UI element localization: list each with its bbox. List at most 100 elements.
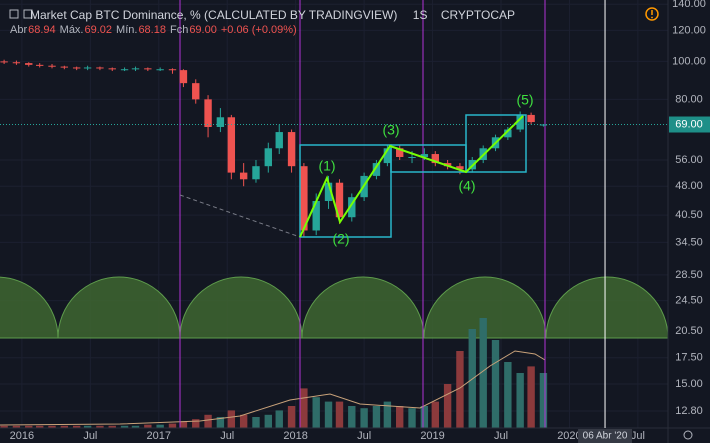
wave-labels: (1) (2) (3) (4) (5)	[318, 92, 533, 247]
cycle-arches	[0, 276, 669, 339]
volume-bar	[324, 401, 333, 428]
volume-bar	[275, 410, 283, 428]
header-title-row: Market Cap BTC Dominance, % (CALCULATED …	[10, 8, 519, 22]
expand-icon[interactable]	[9, 9, 19, 19]
alert-icon[interactable]	[645, 7, 659, 21]
volume-bar	[120, 425, 129, 428]
y-tick-label: 56.00	[675, 154, 703, 166]
candle-body	[96, 67, 104, 69]
candle-body	[456, 166, 464, 170]
x-tick-label: 2017	[147, 430, 171, 442]
candle-body	[287, 132, 296, 167]
volume-bar	[227, 410, 236, 428]
volume-bar	[491, 340, 500, 428]
y-tick-label: 17.50	[675, 352, 703, 364]
crosshair-label: 06 Abr '20	[583, 431, 628, 442]
y-tick-label: 140.00	[672, 0, 706, 10]
candle-body	[408, 156, 416, 158]
volume-bar	[60, 425, 69, 428]
volume-bar	[312, 397, 320, 428]
candle-body	[0, 61, 8, 63]
volume-bar	[539, 373, 548, 428]
candle-body	[83, 67, 92, 69]
candle-body	[60, 66, 69, 68]
crosshair-tag	[578, 429, 633, 443]
x-tick-label: Jul	[357, 430, 371, 442]
trend-line	[179, 194, 301, 238]
volume-bar	[287, 406, 296, 428]
y-tick-label: 34.50	[675, 236, 703, 248]
x-tick-label: 2018	[283, 430, 307, 442]
y-tick-label: 100.00	[672, 55, 706, 67]
x-tick-label: Jul	[631, 430, 645, 442]
y-tick-label: 40.50	[675, 209, 703, 221]
volume-bar	[516, 373, 524, 428]
y-tick-label: 28.50	[675, 269, 703, 281]
wave-label: (5)	[516, 92, 533, 108]
volume-bar	[252, 417, 260, 428]
candle-body	[216, 117, 225, 127]
candle-body	[504, 129, 512, 138]
volume-bar	[396, 406, 404, 428]
volume-bar	[204, 414, 212, 428]
volume-bar	[179, 421, 188, 428]
candle-body	[527, 114, 535, 123]
x-tick-label: Jul	[220, 430, 234, 442]
y-tick-label: 12.80	[675, 405, 703, 417]
candle-body	[264, 148, 272, 167]
last-price-tag	[669, 116, 710, 133]
y-tick-label: 15.00	[675, 378, 703, 390]
volume-bar	[48, 425, 56, 428]
wave-boxes	[299, 114, 527, 238]
volume-bar	[372, 406, 381, 428]
volume-bar	[420, 406, 429, 428]
collapse-icon[interactable]	[23, 9, 33, 19]
y-tick-label: 120.00	[672, 24, 706, 36]
volume-bar	[216, 417, 225, 428]
x-tick-label: Jul	[83, 430, 97, 442]
candle-body	[72, 67, 81, 69]
candle-body	[335, 182, 344, 218]
candles	[0, 59, 548, 238]
candle-body	[431, 154, 439, 164]
candle-body	[252, 166, 260, 180]
wave-label: (1)	[318, 158, 335, 174]
interval[interactable]: 1S	[412, 8, 428, 22]
volume-bar	[300, 388, 308, 428]
candle-body	[372, 163, 381, 176]
candle-body	[204, 99, 212, 127]
volume-bar	[156, 424, 164, 428]
volume-bar	[36, 425, 44, 428]
x-tick-label: 2016	[10, 430, 34, 442]
volume-bar	[479, 318, 487, 428]
legend-label: Abr	[10, 24, 28, 36]
y-tick-label: 80.00	[675, 93, 703, 105]
candle-body	[179, 70, 188, 84]
candle-body	[25, 63, 33, 65]
volume-bar	[443, 384, 452, 428]
volume-bar	[72, 425, 81, 428]
symbol[interactable]: CRYPTOCAP	[440, 8, 516, 22]
candle-body	[12, 62, 21, 64]
candle-body	[516, 114, 524, 130]
candle-body	[144, 68, 152, 70]
candle-body	[156, 69, 164, 71]
candle-body	[131, 68, 140, 70]
volume-bar	[456, 351, 464, 428]
volume-bar	[96, 425, 104, 428]
wave-box	[465, 114, 527, 173]
x-tick-label: 2019	[420, 430, 444, 442]
volume-bar	[239, 414, 248, 428]
legend-value: 69.02	[84, 24, 113, 36]
volume-bar	[504, 362, 512, 428]
volume-bar	[25, 425, 33, 428]
wave-path	[299, 115, 524, 238]
legend-label: Fch	[169, 24, 189, 36]
volume-bar	[0, 425, 8, 428]
volume-bar	[408, 408, 416, 428]
volume-bar	[12, 425, 21, 428]
candle-body	[227, 117, 236, 173]
settings-icon[interactable]	[683, 430, 693, 440]
